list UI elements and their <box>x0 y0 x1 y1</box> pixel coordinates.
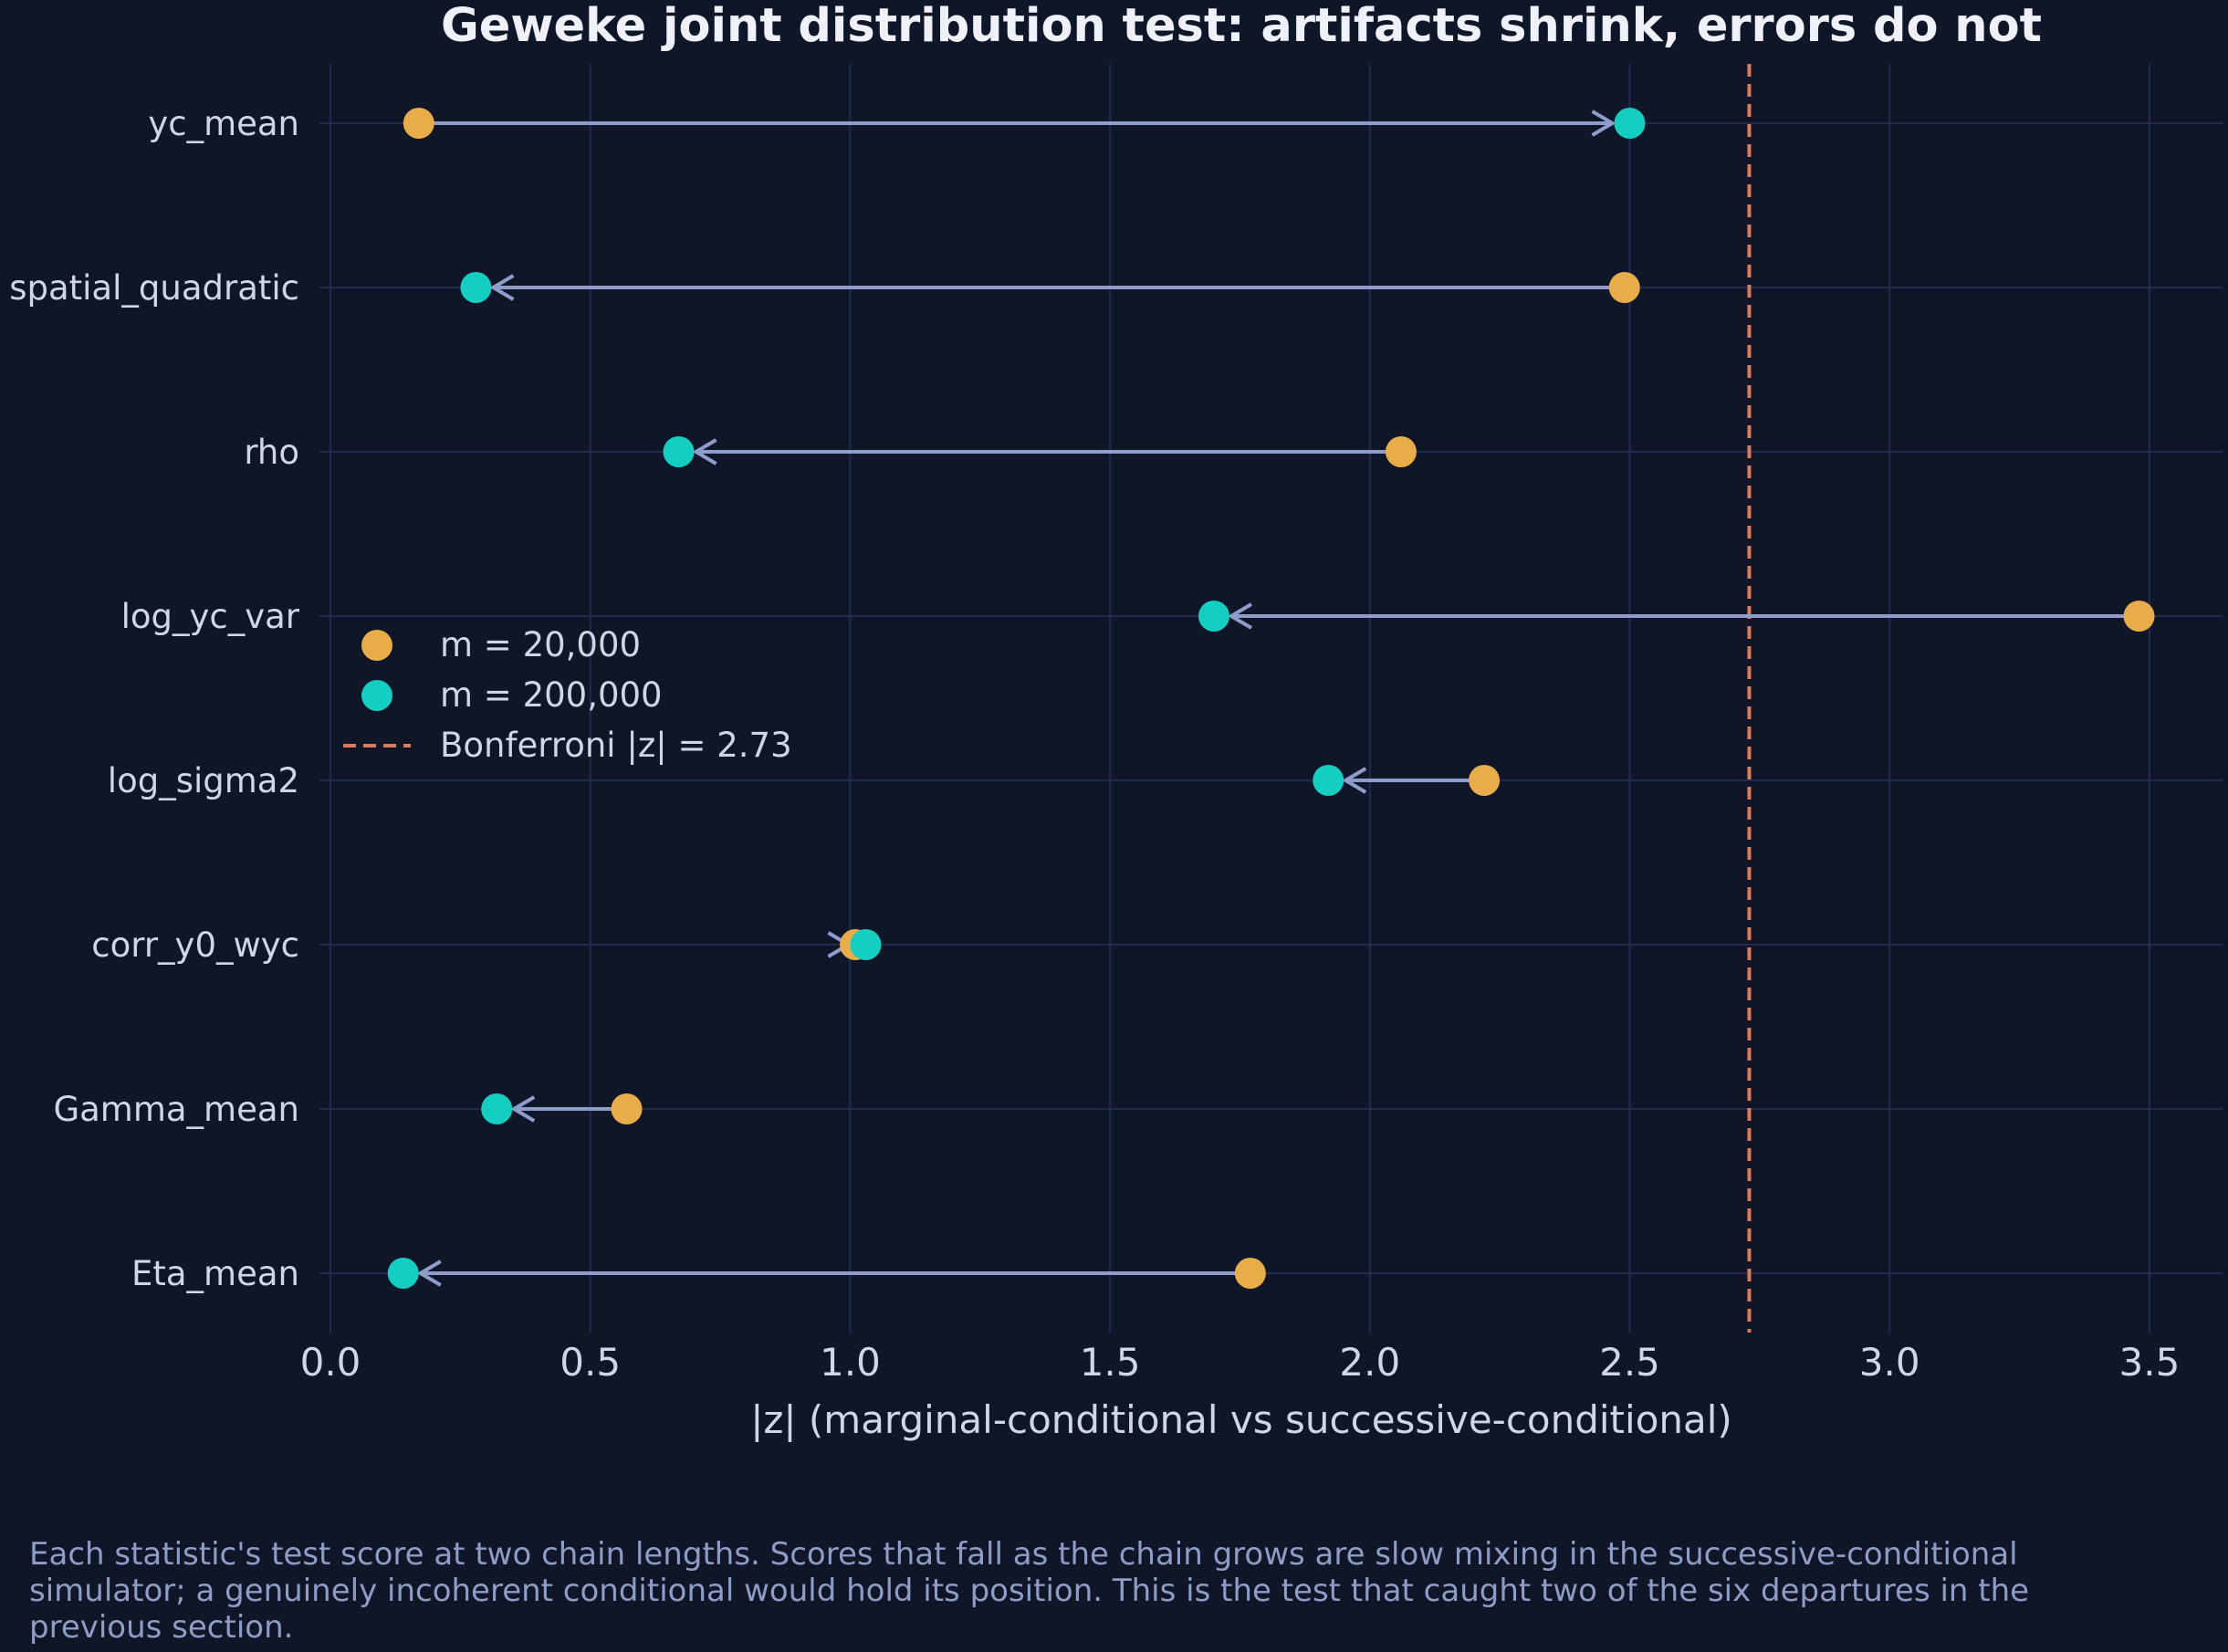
x-tick-label: 2.0 <box>1339 1340 1400 1385</box>
point-m20000-rho <box>1385 436 1417 467</box>
y-tick-label-corr_y0_wyc: corr_y0_wyc <box>91 925 299 965</box>
x-tick-label: 1.0 <box>820 1340 881 1385</box>
x-tick-label: 2.5 <box>1599 1340 1660 1385</box>
x-tick-labels: 0.0 0.5 1.0 1.5 2.0 2.5 3.0 3.5 <box>300 1340 2181 1385</box>
x-tick-label: 3.0 <box>1859 1340 1920 1385</box>
point-m20000-log_yc_var <box>2123 601 2155 632</box>
point-m200000-rho <box>663 436 695 467</box>
y-tick-label-spatial_quadratic: spatial_quadratic <box>9 268 299 308</box>
y-tick-label-rho: rho <box>244 433 299 472</box>
arrow-head-Eta_mean <box>416 1260 442 1287</box>
x-tick-label: 3.5 <box>2119 1340 2181 1385</box>
y-tick-label-log_yc_var: log_yc_var <box>121 597 300 636</box>
legend-label-2: Bonferroni |z| = 2.73 <box>440 726 792 765</box>
point-layer <box>387 108 2155 1289</box>
point-m20000-Gamma_mean <box>611 1093 643 1124</box>
point-m20000-Eta_mean <box>1234 1258 1266 1289</box>
point-m20000-spatial_quadratic <box>1608 272 1640 303</box>
point-m200000-Gamma_mean <box>481 1093 513 1124</box>
y-tick-label-Gamma_mean: Gamma_mean <box>53 1090 299 1129</box>
arrow-head-log_sigma2 <box>1342 767 1367 794</box>
arrow-head-rho <box>692 438 717 465</box>
x-tick-label: 1.5 <box>1080 1340 1141 1385</box>
point-m200000-corr_y0_wyc <box>850 929 882 960</box>
x-tick-label: 0.5 <box>560 1340 621 1385</box>
arrow-head-log_yc_var <box>1228 602 1252 630</box>
y-tick-label-Eta_mean: Eta_mean <box>131 1254 299 1293</box>
arrow-head-yc_mean <box>1591 110 1616 137</box>
legend: m = 20,000 m = 200,000 Bonferroni |z| = 2.… <box>343 625 792 765</box>
point-m200000-log_yc_var <box>1198 601 1229 632</box>
x-axis-label: |z| (marginal-conditional vs successive-… <box>750 1397 1732 1442</box>
point-m200000-yc_mean <box>1614 108 1646 139</box>
arrow-layer <box>416 110 2139 1287</box>
point-m200000-Eta_mean <box>387 1258 419 1289</box>
y-tick-label-yc_mean: yc_mean <box>148 104 299 143</box>
chart-title: Geweke joint distribution test: artifact… <box>441 0 2042 53</box>
point-m200000-spatial_quadratic <box>460 272 492 303</box>
y-tick-label-log_sigma2: log_sigma2 <box>108 761 299 800</box>
point-m20000-log_sigma2 <box>1469 765 1501 796</box>
legend-label-0: m = 20,000 <box>440 625 641 664</box>
arrow-head-Gamma_mean <box>510 1095 536 1123</box>
figure-caption: Each statistic's test score at two chain… <box>29 1536 2030 1646</box>
legend-label-1: m = 200,000 <box>440 675 663 715</box>
legend-marker-1 <box>361 680 392 711</box>
point-m20000-yc_mean <box>403 108 434 139</box>
point-m200000-log_sigma2 <box>1313 765 1344 796</box>
x-tick-label: 0.0 <box>300 1340 361 1385</box>
legend-marker-0 <box>361 630 392 661</box>
arrow-head-spatial_quadratic <box>489 274 515 301</box>
